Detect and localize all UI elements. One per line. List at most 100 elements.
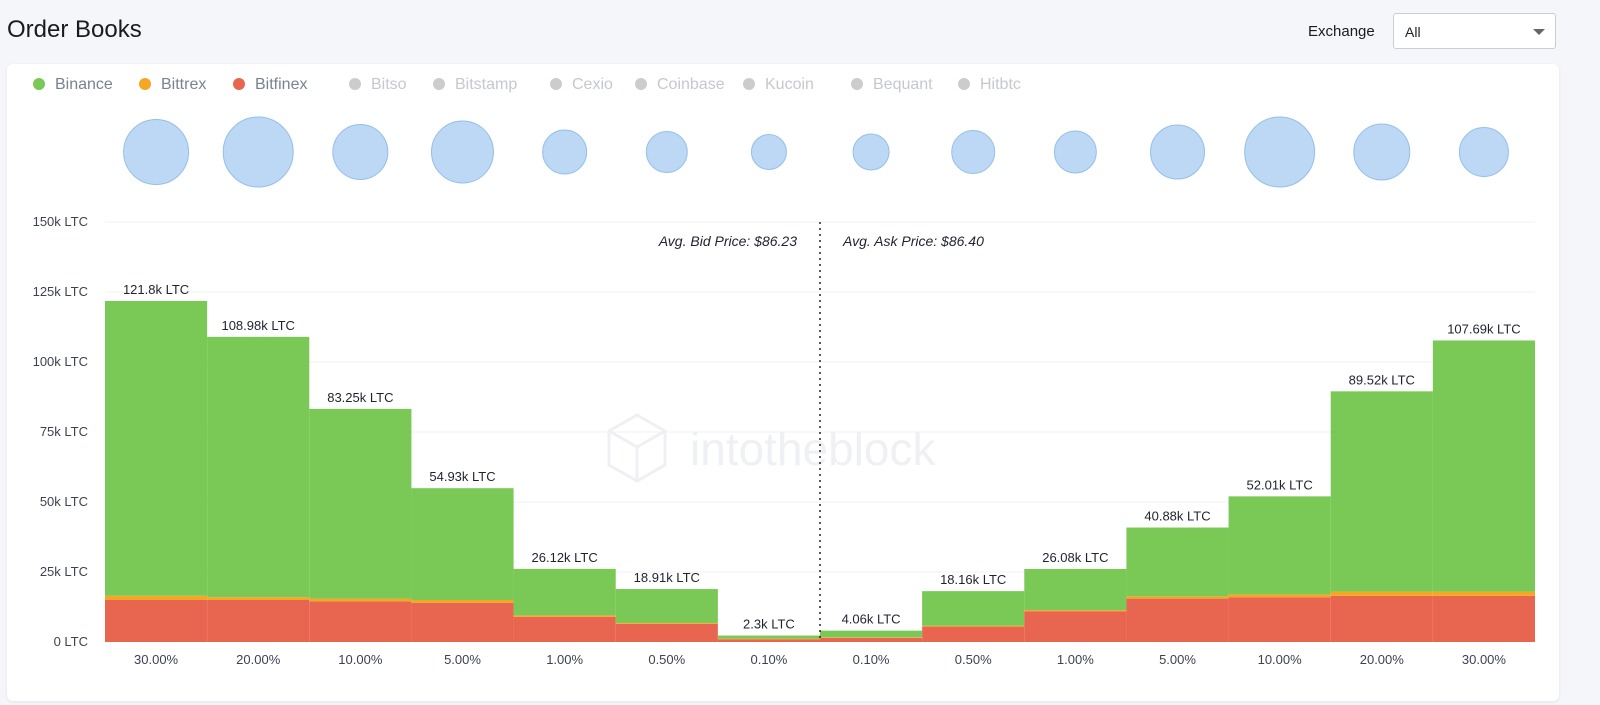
legend-label: Bequant bbox=[873, 76, 933, 93]
bar-total-label: 4.06k LTC bbox=[842, 612, 901, 627]
x-tick-label: 10.00% bbox=[1258, 652, 1303, 667]
bar-total-label: 26.08k LTC bbox=[1042, 550, 1108, 565]
legend-label: Bitso bbox=[371, 76, 407, 93]
watermark-logo-icon bbox=[607, 413, 667, 483]
bar-segment-binance bbox=[922, 591, 1025, 626]
bar-segment-binance bbox=[615, 589, 718, 623]
bar-total-label: 83.25k LTC bbox=[327, 390, 393, 405]
bar-segment-binance bbox=[513, 568, 616, 616]
x-tick-label: 5.00% bbox=[444, 652, 481, 667]
bar-total-label: 121.8k LTC bbox=[123, 282, 189, 297]
watermark-text: intotheblock bbox=[690, 423, 936, 475]
legend-item-coinbase[interactable]: Coinbase bbox=[635, 76, 725, 94]
bar-segment-bittrex bbox=[207, 597, 310, 600]
x-tick-label: 1.00% bbox=[546, 652, 583, 667]
bar-segment-bittrex bbox=[1228, 594, 1331, 598]
legend-item-bitso[interactable]: Bitso bbox=[349, 76, 407, 94]
legend-dot-icon bbox=[139, 78, 151, 90]
legend-item-bittrex[interactable]: Bittrex bbox=[139, 76, 206, 94]
x-tick-label: 5.00% bbox=[1159, 652, 1196, 667]
depth-bubble bbox=[1150, 124, 1205, 180]
x-tick-label: 30.00% bbox=[134, 652, 179, 667]
legend-label: Cexio bbox=[572, 76, 613, 93]
bar-total-label: 18.16k LTC bbox=[940, 572, 1006, 587]
bar-segment-bitfinex bbox=[1432, 595, 1535, 642]
y-tick-label: 150k LTC bbox=[33, 214, 88, 229]
bar-segment-bittrex bbox=[1126, 596, 1229, 599]
bar-total-label: 2.3k LTC bbox=[743, 617, 795, 632]
bar-segment-bittrex bbox=[309, 598, 412, 602]
bar-segment-bittrex bbox=[717, 638, 820, 640]
legend-label: Bitstamp bbox=[455, 76, 518, 93]
exchange-select-value: All bbox=[1405, 24, 1421, 40]
legend-dot-icon bbox=[851, 78, 863, 90]
bar-segment-binance bbox=[105, 300, 208, 596]
bar-segment-bittrex bbox=[820, 637, 923, 638]
bar-segment-bitfinex bbox=[105, 600, 208, 642]
y-tick-label: 50k LTC bbox=[40, 494, 88, 509]
legend-label: Hitbtc bbox=[980, 76, 1021, 93]
bar-total-label: 18.91k LTC bbox=[634, 570, 700, 585]
x-tick-label: 1.00% bbox=[1057, 652, 1094, 667]
bar-segment-bitfinex bbox=[717, 639, 820, 642]
legend-label: Binance bbox=[55, 76, 113, 93]
bar-segment-bitfinex bbox=[615, 623, 718, 642]
y-tick-label: 75k LTC bbox=[40, 424, 88, 439]
page-title: Order Books bbox=[7, 16, 142, 43]
x-tick-label: 0.50% bbox=[955, 652, 992, 667]
depth-bubble bbox=[852, 133, 890, 171]
legend-item-bitfinex[interactable]: Bitfinex bbox=[233, 76, 307, 94]
y-tick-label: 125k LTC bbox=[33, 284, 88, 299]
bar-segment-binance bbox=[820, 630, 923, 638]
depth-bubble bbox=[1353, 123, 1411, 181]
bar-segment-bittrex bbox=[513, 615, 616, 617]
legend-dot-icon bbox=[958, 78, 970, 90]
avg-bid-annotation: Avg. Bid Price: $86.23 bbox=[658, 233, 797, 249]
bar-segment-bitfinex bbox=[1228, 597, 1331, 642]
bar-segment-binance bbox=[717, 635, 820, 639]
depth-bubble bbox=[1458, 127, 1509, 177]
bar-segment-bitfinex bbox=[513, 616, 616, 642]
exchange-label: Exchange bbox=[1308, 23, 1375, 40]
bar-segment-binance bbox=[309, 408, 412, 599]
legend-label: Kucoin bbox=[765, 76, 814, 93]
bar-total-label: 54.93k LTC bbox=[429, 469, 495, 484]
depth-bubble bbox=[542, 129, 588, 175]
x-tick-label: 0.10% bbox=[853, 652, 890, 667]
depth-bubble bbox=[431, 120, 494, 184]
bar-segment-bitfinex bbox=[922, 626, 1025, 642]
x-tick-label: 20.00% bbox=[1360, 652, 1405, 667]
x-tick-label: 0.50% bbox=[648, 652, 685, 667]
depth-bubble bbox=[1244, 116, 1316, 188]
bar-segment-bitfinex bbox=[207, 600, 310, 642]
legend-dot-icon bbox=[743, 78, 755, 90]
legend-dot-icon bbox=[635, 78, 647, 90]
bar-total-label: 107.69k LTC bbox=[1447, 321, 1520, 336]
bar-total-label: 26.12k LTC bbox=[532, 550, 598, 565]
legend-item-bitstamp[interactable]: Bitstamp bbox=[433, 76, 517, 94]
y-tick-label: 0 LTC bbox=[54, 634, 88, 649]
bar-segment-bittrex bbox=[1024, 610, 1127, 612]
legend-item-binance[interactable]: Binance bbox=[33, 76, 113, 94]
depth-bubble bbox=[645, 131, 688, 173]
y-tick-label: 25k LTC bbox=[40, 564, 88, 579]
bar-total-label: 108.98k LTC bbox=[221, 318, 294, 333]
exchange-select[interactable]: All bbox=[1393, 13, 1556, 49]
bar-total-label: 52.01k LTC bbox=[1247, 477, 1313, 492]
legend-item-cexio[interactable]: Cexio bbox=[550, 76, 613, 94]
x-tick-label: 30.00% bbox=[1462, 652, 1507, 667]
x-tick-label: 0.10% bbox=[750, 652, 787, 667]
bar-segment-binance bbox=[1126, 527, 1229, 597]
chevron-down-icon bbox=[1533, 29, 1545, 35]
legend-label: Bittrex bbox=[161, 76, 207, 93]
legend-dot-icon bbox=[33, 78, 45, 90]
legend-item-bequant[interactable]: Bequant bbox=[851, 76, 933, 94]
legend-dot-icon bbox=[349, 78, 361, 90]
legend-item-hitbtc[interactable]: Hitbtc bbox=[958, 76, 1021, 94]
bar-segment-bitfinex bbox=[411, 602, 514, 642]
bar-segment-binance bbox=[1330, 391, 1433, 592]
legend-label: Coinbase bbox=[657, 76, 725, 93]
legend-item-kucoin[interactable]: Kucoin bbox=[743, 76, 814, 94]
legend-dot-icon bbox=[433, 78, 445, 90]
